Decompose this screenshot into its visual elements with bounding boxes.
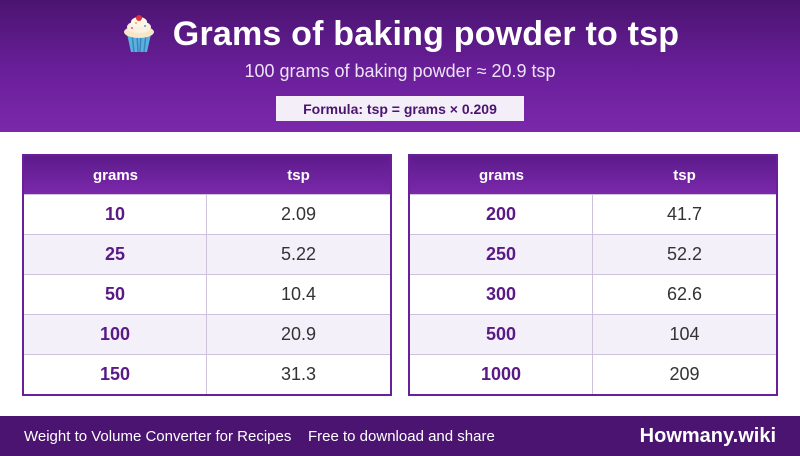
table-row: 100 20.9 — [24, 314, 390, 354]
grams-cell: 25 — [24, 235, 207, 274]
grams-cell: 1000 — [410, 355, 593, 394]
grams-cell: 10 — [24, 195, 207, 234]
tsp-cell: 62.6 — [666, 284, 703, 304]
cupcake-icon — [121, 14, 157, 54]
tsp-cell: 2.09 — [280, 204, 317, 224]
grams-cell: 200 — [410, 195, 593, 234]
footer-brand-link[interactable]: Howmany.wiki — [639, 424, 776, 447]
footer-bar: Weight to Volume Converter for Recipes F… — [0, 416, 800, 456]
tsp-cell: 41.7 — [666, 204, 703, 224]
tsp-cell: 10.4 — [280, 284, 317, 304]
column-header-grams: grams — [92, 166, 139, 184]
formula-badge: Formula: tsp = grams × 0.209 — [276, 96, 524, 121]
column-header-grams: grams — [478, 166, 525, 184]
header-banner: Grams of baking powder to tsp 100 grams … — [0, 0, 800, 132]
footer-app-name: Weight to Volume Converter for Recipes — [24, 427, 292, 445]
title-row: Grams of baking powder to tsp — [0, 12, 800, 56]
table-row: 200 41.7 — [410, 194, 776, 234]
table-header: grams tsp — [24, 156, 390, 194]
grams-cell: 100 — [24, 315, 207, 354]
tsp-cell: 209 — [669, 364, 700, 384]
tsp-cell: 104 — [669, 324, 700, 344]
grams-cell: 500 — [410, 315, 593, 354]
conversion-table-left: grams tsp 10 2.09 25 5.22 50 10.4 100 20… — [22, 154, 392, 396]
column-header-tsp: tsp — [673, 166, 696, 184]
table-row: 50 10.4 — [24, 274, 390, 314]
table-row: 500 104 — [410, 314, 776, 354]
column-header-tsp: tsp — [287, 166, 310, 184]
table-row: 150 31.3 — [24, 354, 390, 394]
tsp-cell: 20.9 — [280, 324, 317, 344]
table-row: 10 2.09 — [24, 194, 390, 234]
grams-cell: 250 — [410, 235, 593, 274]
conversion-table-right: grams tsp 200 41.7 250 52.2 300 62.6 500… — [408, 154, 778, 396]
footer-share-text: Free to download and share — [308, 427, 495, 445]
grams-cell: 300 — [410, 275, 593, 314]
tsp-cell: 5.22 — [280, 244, 317, 264]
grams-cell: 150 — [24, 355, 207, 394]
table-header: grams tsp — [410, 156, 776, 194]
tsp-cell: 31.3 — [280, 364, 317, 384]
table-row: 1000 209 — [410, 354, 776, 394]
tsp-cell: 52.2 — [666, 244, 703, 264]
grams-cell: 50 — [24, 275, 207, 314]
table-row: 300 62.6 — [410, 274, 776, 314]
page-title: Grams of baking powder to tsp — [172, 14, 680, 53]
table-row: 25 5.22 — [24, 234, 390, 274]
table-row: 250 52.2 — [410, 234, 776, 274]
page-subtitle: 100 grams of baking powder ≈ 20.9 tsp — [244, 61, 556, 81]
